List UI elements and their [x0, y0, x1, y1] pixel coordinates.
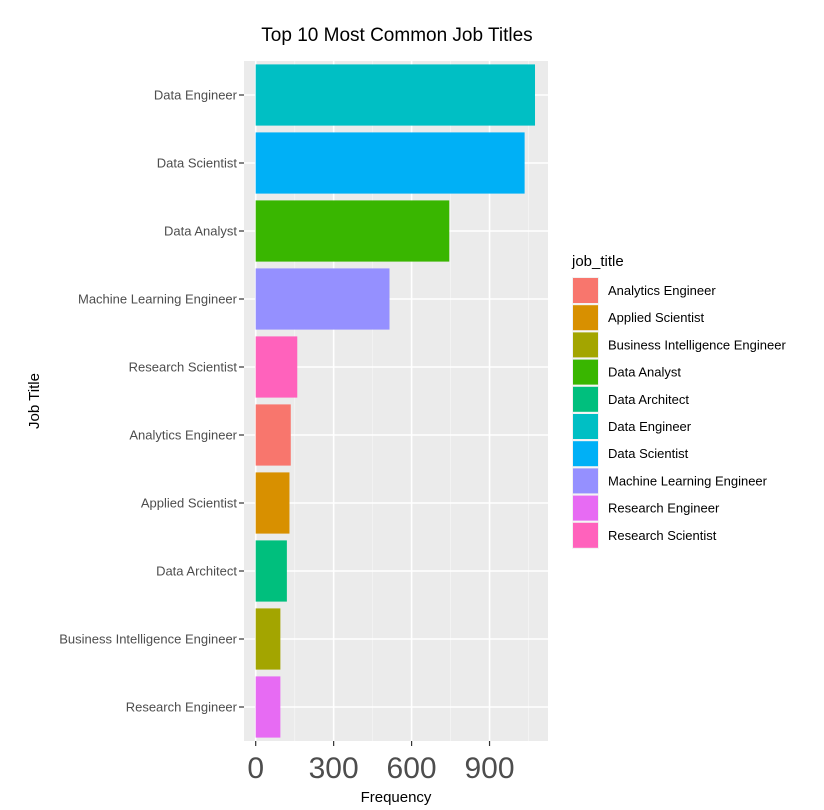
- x-tick-label: 300: [309, 752, 359, 785]
- legend-label: Research Engineer: [608, 501, 720, 516]
- legend-label: Business Intelligence Engineer: [608, 337, 786, 352]
- legend-label: Data Analyst: [608, 365, 681, 380]
- y-tick-label: Machine Learning Engineer: [78, 292, 238, 307]
- bar: [255, 268, 390, 330]
- bar: [255, 336, 298, 398]
- y-tick-label: Research Engineer: [126, 700, 238, 715]
- legend-swatch: [573, 441, 598, 467]
- chart-title: Top 10 Most Common Job Titles: [261, 25, 532, 46]
- bar: [255, 472, 290, 534]
- x-tick-label: 0: [247, 752, 264, 785]
- x-tick-label: 900: [465, 752, 515, 785]
- legend-title: job_title: [571, 253, 624, 270]
- y-tick-label: Data Architect: [156, 564, 237, 579]
- legend-label: Data Engineer: [608, 419, 692, 434]
- legend-label: Analytics Engineer: [608, 283, 716, 298]
- legend-label: Data Scientist: [608, 446, 689, 461]
- bars-group: [255, 64, 536, 738]
- x-axis-title: Frequency: [361, 789, 432, 806]
- y-tick-label: Applied Scientist: [141, 496, 237, 511]
- legend-label: Research Scientist: [608, 528, 717, 543]
- x-axis: 0 300 600 900: [247, 741, 515, 785]
- y-axis-title: Job Title: [26, 373, 43, 429]
- bar: [255, 200, 450, 262]
- y-tick-label: Data Scientist: [157, 156, 238, 171]
- legend-label: Applied Scientist: [608, 310, 704, 325]
- legend-label: Machine Learning Engineer: [608, 473, 768, 488]
- legend-swatch: [573, 305, 598, 331]
- legend: job_title Analytics Engineer Applied Scie…: [571, 253, 786, 549]
- y-tick-label: Research Scientist: [129, 360, 238, 375]
- bar: [255, 404, 291, 466]
- bar: [255, 676, 281, 738]
- legend-swatch: [573, 278, 598, 303]
- x-tick-label: 600: [387, 752, 437, 785]
- legend-swatch: [573, 386, 598, 412]
- bar: [255, 64, 536, 126]
- legend-swatch: [573, 332, 598, 358]
- bar: [255, 608, 281, 670]
- y-tick-label: Data Analyst: [164, 224, 237, 239]
- legend-label: Data Architect: [608, 392, 689, 407]
- legend-swatch: [573, 495, 598, 521]
- legend-swatch: [573, 359, 598, 385]
- y-tick-label: Data Engineer: [154, 88, 238, 103]
- y-tick-label: Business Intelligence Engineer: [59, 632, 237, 647]
- legend-swatch: [573, 468, 598, 494]
- bar: [255, 540, 287, 602]
- bar: [255, 132, 525, 194]
- legend-swatch: [573, 522, 598, 548]
- y-axis: Data Engineer Data Scientist Data Analyst M…: [59, 88, 244, 715]
- legend-swatch: [573, 414, 598, 439]
- y-tick-label: Analytics Engineer: [129, 428, 237, 443]
